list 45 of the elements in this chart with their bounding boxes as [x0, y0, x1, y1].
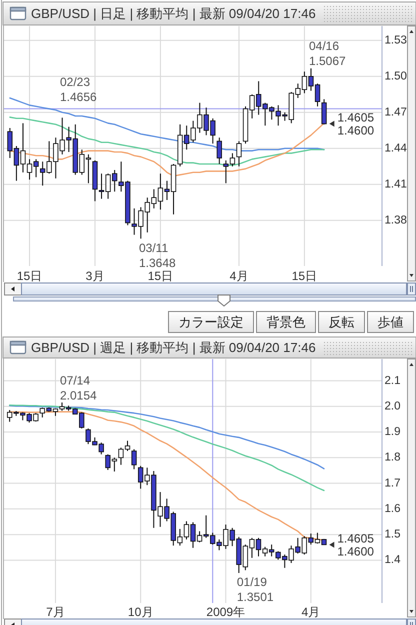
annotation: 01/19 1.3501 — [236, 574, 274, 604]
y-tick-label: 1.50 — [384, 70, 407, 82]
y-tick-label: 2.0 — [384, 400, 400, 412]
line-series — [8, 404, 325, 492]
candlestick — [236, 140, 242, 167]
candlestick — [216, 137, 222, 164]
x-tick-label: 4月 — [230, 269, 248, 283]
chart-title: GBP/USD | 日足 | 移動平均 | 最新 09/04/20 17:46 — [31, 6, 316, 21]
annotation: 04/16 1.5067 — [309, 39, 346, 68]
control-button: 反転 — [318, 311, 365, 333]
control-button: カラー設定 — [168, 311, 254, 333]
y-tick-label: 1.7 — [384, 477, 400, 490]
y-tick-label: 1.41 — [384, 178, 407, 190]
candlestick — [131, 448, 137, 470]
control-button: 歩値 — [367, 311, 414, 333]
x-tick-label: 15日 — [148, 269, 174, 283]
chart-title: GBP/USD | 週足 | 移動平均 | 最新 09/04/20 17:46 — [31, 340, 316, 355]
y-tick-label: 1.53 — [384, 34, 407, 46]
y-tick-label: 2.1 — [384, 374, 400, 387]
y-tick-label: 1.6 — [384, 502, 400, 515]
line-series — [8, 405, 325, 470]
annotation: 1.4605 — [337, 531, 374, 546]
control-button: 背景色 — [256, 311, 316, 333]
y-tick-label: 1.38 — [384, 214, 407, 226]
y-tick-label: 1.5 — [384, 528, 400, 541]
line-series — [9, 116, 325, 166]
x-tick-label: 2009年 — [206, 605, 246, 619]
x-tick-label: 10月 — [128, 605, 154, 619]
x-tick-label: 4月 — [302, 605, 320, 619]
text: 1.4600 — [337, 123, 374, 138]
annotation: 03/11 1.3648 — [139, 241, 176, 270]
x-tick-label: 3月 — [86, 269, 104, 283]
candlestick — [321, 98, 327, 125]
text: 1.4605 — [337, 110, 374, 124]
x-tick-label: 15日 — [292, 269, 318, 283]
annotation: 02/23 1.4656 — [60, 75, 98, 104]
x-tick-label: 15日 — [16, 269, 42, 283]
x-tick-label: 7月 — [46, 605, 65, 619]
y-tick-label: 1.47 — [384, 106, 407, 118]
y-tick-label: 1.8 — [384, 452, 400, 464]
y-tick-label: 1.9 — [384, 426, 400, 438]
y-tick-label: 1.44 — [384, 142, 408, 154]
annotation: 07/14 2.0154 — [60, 373, 98, 402]
annotation: 1.4600 — [337, 544, 374, 558]
y-tick-label: 1.4 — [384, 554, 402, 566]
